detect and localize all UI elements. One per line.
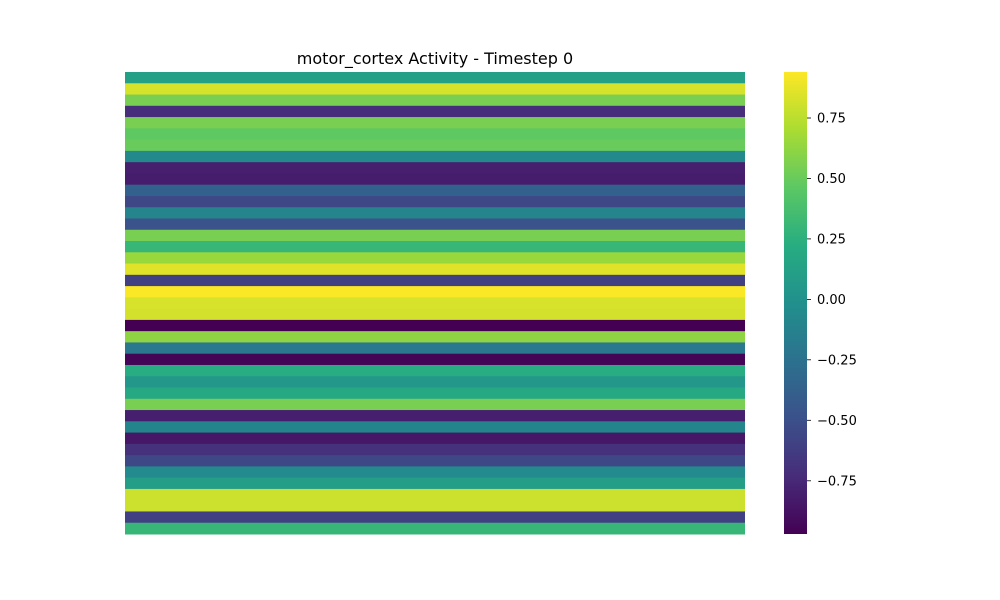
heatmap-cell [125,443,745,456]
colorbar-tick-label: −0.50 [817,414,857,429]
heatmap-cell [125,511,745,524]
heatmap-cell [125,364,745,377]
heatmap-cell [125,286,745,298]
heatmap-cell [125,500,745,512]
heatmap-cell [125,331,745,343]
heatmap-cell [125,263,745,276]
heatmap-cell [125,319,745,332]
heatmap-cell [125,150,745,163]
colorbar [784,72,807,534]
heatmap-grid [125,72,745,535]
colorbar-axis: 0.75 0.50 0.25 0.00 −0.25 −0.50 −0.75 [807,112,857,489]
colorbar-tick-label: −0.75 [817,474,857,489]
chart-title: motor_cortex Activity - Timestep 0 [297,49,573,69]
colorbar-tick-label: 0.00 [817,293,846,308]
heatmap-cell [125,376,745,389]
heatmap-cell [125,72,745,84]
heatmap-cell [125,274,745,287]
heatmap-cell [125,421,745,434]
heatmap-cell [125,488,745,501]
heatmap-cell [125,252,745,265]
colorbar-tick-label: −0.25 [817,353,857,368]
heatmap-cell [125,207,745,219]
heatmap-cell [125,398,745,411]
heatmap-cell [125,139,745,152]
heatmap-cell [125,105,745,118]
colorbar-tick-label: 0.25 [817,232,846,247]
heatmap-cell [125,241,745,253]
heatmap-cell [125,128,745,141]
heatmap-cell [125,117,745,129]
heatmap-cell [125,342,745,355]
heatmap-cell [125,184,745,197]
heatmap-cell [125,455,745,467]
heatmap-cell [125,83,745,96]
heatmap-cell [125,477,745,490]
heatmap-cell [125,432,745,445]
heatmap-cell [125,297,745,310]
heatmap-cell [125,308,745,321]
heatmap-cell [125,466,745,479]
heatmap-cell [125,387,745,400]
heatmap-cell [125,173,745,186]
colorbar-tick-label: 0.75 [817,112,846,127]
heatmap-cell [125,522,745,535]
heatmap-cell [125,162,745,174]
heatmap-cell [125,94,745,107]
heatmap-cell [125,229,745,242]
colorbar-tick-label: 0.50 [817,172,846,187]
heatmap-cell [125,218,745,231]
heatmap-cell [125,410,745,422]
heatmap-cell [125,353,745,366]
heatmap-cell [125,195,745,208]
